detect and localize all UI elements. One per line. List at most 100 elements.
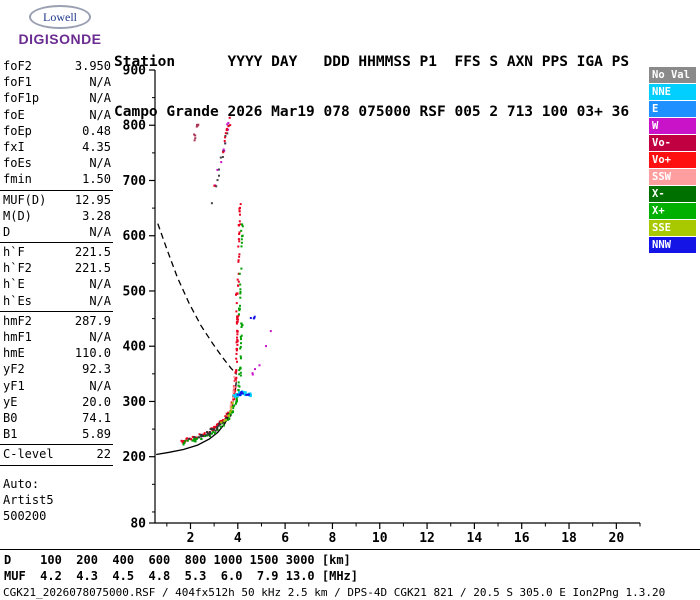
x-tick-label: 18 (561, 531, 577, 546)
y-tick-label: 80 (130, 517, 146, 532)
parameter-panel-groups: foF2 3.950 foF1 N/A foF1p N/A foE N/A foEp 0.48 fx… (0, 57, 113, 466)
echo-cluster-outliers-blue (249, 315, 256, 320)
param-value: 4.35 (82, 139, 111, 154)
logo-lowell-text: Lowell (43, 9, 77, 24)
param-value: N/A (89, 277, 111, 292)
logo-digisonde-text: DIGISONDE (18, 31, 102, 47)
param-label: fmin (3, 172, 32, 187)
x-tick-label: 6 (281, 531, 289, 546)
echo-cluster-f-trace-dark (188, 410, 232, 440)
y-tick-label: 700 (123, 174, 147, 189)
param-row-hme: hmE 110.0 (0, 345, 113, 361)
footer-divider (0, 549, 700, 550)
param-row-ye: yE 20.0 (0, 394, 113, 410)
param-row-clevel: C-level 22 (0, 446, 113, 462)
param-row-hmf2: hmF2 287.9 (0, 313, 113, 329)
param-label: h`F (3, 245, 25, 260)
param-value: 5.89 (82, 427, 111, 442)
param-row-fof2: foF2 3.950 (0, 58, 113, 74)
param-row-hf: h`F 221.5 (0, 244, 113, 260)
y-tick-label: 300 (123, 395, 147, 410)
autoscaling-info: Auto: Artist5 500200 (0, 466, 113, 524)
param-footer-line: Artist5 (3, 492, 54, 507)
param-footer-line: 500200 (3, 508, 47, 523)
param-label: hmE (3, 346, 25, 361)
legend-item-nnw: NNW (649, 237, 696, 253)
param-row-b1: B1 5.89 (0, 426, 113, 442)
param-value: 1.50 (82, 172, 111, 187)
param-row-foe: foE N/A (0, 107, 113, 123)
x-tick-label: 4 (234, 531, 242, 546)
direction-legend: No Val NNE E W Vo- Vo+ SSW X- X+ SSE NNW (649, 67, 697, 254)
legend-item-sse: SSE (649, 220, 696, 236)
legend-item-vo-: Vo- (649, 135, 696, 151)
station-header: Station YYYY DAY DDD HHMMSS P1 FFS S AXN… (114, 21, 629, 137)
curve-muf-transmission-dashed (157, 223, 238, 375)
header-values-row: Campo Grande 2026 Mar19 078 075000 RSF 0… (114, 103, 630, 120)
lowell-oval-logo: Lowell (29, 5, 91, 29)
echo-cluster-trace-sse-yellowgreen (220, 402, 234, 424)
y-tick-label: 400 (123, 340, 147, 355)
param-group: h`F 221.5 h`F2 221.5 h`E N/A h`Es N/A (0, 243, 113, 312)
param-label: M(D) (3, 208, 32, 223)
param-label: h`E (3, 277, 25, 292)
param-value: N/A (89, 378, 111, 393)
x-tick-label: 10 (372, 531, 388, 546)
param-label: foF1p (3, 91, 40, 106)
param-value: 110.0 (74, 346, 111, 361)
x-tick-label: 2 (187, 531, 195, 546)
param-label: foF1 (3, 75, 32, 90)
param-group: hmF2 287.9 hmF1 N/A hmE 110.0 yF2 92.3 yF1 N/A yE 2… (0, 312, 113, 446)
param-value: 22 (96, 447, 111, 462)
echo-cluster-second-hop-green (238, 223, 244, 316)
param-row-yf1: yF1 N/A (0, 378, 113, 394)
echo-cluster-f-trace-omode (180, 314, 240, 444)
param-label: B0 (3, 410, 18, 425)
legend-item-e: E (649, 101, 696, 117)
legend-item-x+: X+ (649, 203, 696, 219)
param-label: foEp (3, 123, 32, 138)
muf-distance-row: D 100 200 400 600 800 1000 1500 3000 [km… (4, 553, 351, 567)
param-value: N/A (89, 91, 111, 106)
y-tick-label: 900 (123, 64, 147, 79)
param-value: 221.5 (74, 261, 111, 276)
param-row-fmin: fmin 1.50 (0, 171, 113, 187)
param-row-foep: foEp 0.48 (0, 123, 113, 139)
param-label: foE (3, 107, 25, 122)
param-row-fof1: foF1 N/A (0, 74, 113, 90)
muf-values-row: MUF 4.2 4.3 4.5 4.8 5.3 6.0 7.9 13.0 [MH… (4, 569, 359, 583)
legend-item-ssw: SSW (649, 169, 696, 185)
y-tick-label: 200 (123, 450, 147, 465)
param-row-foes: foEs N/A (0, 155, 113, 171)
param-value: N/A (89, 75, 111, 90)
echo-cluster-upper-oblique-dark (210, 124, 230, 205)
param-label: yF2 (3, 362, 25, 377)
param-row-md: M(D) 3.28 (0, 208, 113, 224)
echo-cluster-second-hop-red (235, 203, 242, 313)
logo: Lowell DIGISONDE (8, 5, 112, 47)
param-row-fxi: fxI 4.35 (0, 139, 113, 155)
y-tick-label: 600 (123, 229, 147, 244)
header-labels-row: Station YYYY DAY DDD HHMMSS P1 FFS S AXN… (114, 54, 630, 70)
param-value: N/A (89, 224, 111, 239)
legend-item-nne: NNE (649, 84, 696, 100)
param-label: hmF1 (3, 330, 32, 344)
echo-cluster-upper-oblique-magenta (213, 121, 230, 187)
param-value: 12.95 (74, 192, 111, 207)
param-group: MUF(D) 12.95 M(D) 3.28 D N/A (0, 191, 113, 244)
param-label: hmF2 (3, 313, 32, 328)
param-row-yf2: yF2 92.3 (0, 361, 113, 377)
x-tick-label: 8 (329, 531, 337, 546)
legend-item-noval: No Val (649, 67, 696, 83)
param-label: fxI (3, 139, 25, 154)
param-label: foEs (3, 156, 32, 171)
echo-cluster-outliers-magenta (251, 330, 272, 376)
plot-axes (154, 70, 640, 524)
param-value: N/A (89, 156, 111, 171)
param-value: 3.950 (74, 59, 111, 73)
param-label: C-level (3, 447, 54, 462)
param-label: foF2 (3, 59, 32, 73)
param-value: N/A (89, 330, 111, 344)
status-line: CGK21_2026078075000.RSF / 404fx512h 50 k… (3, 586, 666, 599)
